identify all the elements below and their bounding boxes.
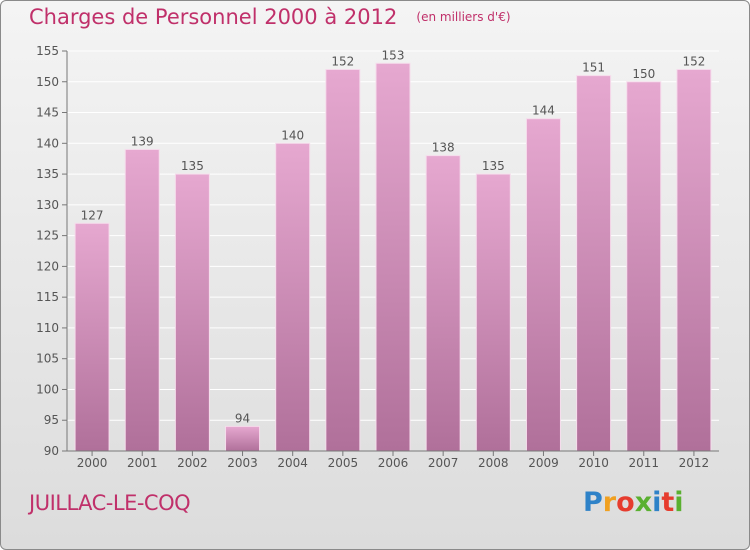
x-tick-label: 2011 xyxy=(628,456,659,470)
bar xyxy=(124,148,160,452)
data-label: 151 xyxy=(582,61,605,75)
data-label: 153 xyxy=(382,48,405,62)
y-tick-label: 105 xyxy=(36,352,59,366)
y-tick-label: 95 xyxy=(44,413,59,427)
y-tick-label: 100 xyxy=(36,382,59,396)
x-tick-label: 2012 xyxy=(679,456,710,470)
axes: 90 95 100 105 110 115 120 125 130 135 140 145 150 155… xyxy=(36,44,719,470)
x-tick-label: 2010 xyxy=(578,456,609,470)
proxiti-logo[interactable]: Proxiti xyxy=(583,487,684,518)
y-tick-label: 135 xyxy=(36,167,59,181)
bars xyxy=(74,62,712,452)
chart-subtitle: (en milliers d'€) xyxy=(416,10,511,24)
data-label: 150 xyxy=(632,67,655,81)
bar xyxy=(425,155,461,452)
data-label: 152 xyxy=(331,54,354,68)
x-tick-label: 2003 xyxy=(227,456,258,470)
data-label: 144 xyxy=(532,104,555,118)
bar xyxy=(174,173,210,452)
bar xyxy=(576,75,612,452)
x-tick-label: 2002 xyxy=(177,456,208,470)
data-labels: 127 139 135 94 140 152 153 138 135 144 151 150 152 xyxy=(81,48,706,425)
title-row: Charges de Personnel 2000 à 2012 (en mil… xyxy=(29,5,511,29)
bar xyxy=(475,173,511,452)
data-label: 139 xyxy=(131,134,154,148)
bar xyxy=(676,68,712,452)
x-tick-label: 2007 xyxy=(428,456,459,470)
y-tick-label: 140 xyxy=(36,136,59,150)
data-label: 135 xyxy=(181,159,204,173)
y-tick-label: 125 xyxy=(36,229,59,243)
bar xyxy=(375,62,411,452)
data-label: 140 xyxy=(281,128,304,142)
x-tick-label: 2009 xyxy=(528,456,559,470)
x-tick-label: 2004 xyxy=(277,456,308,470)
x-tick-label: 2001 xyxy=(127,456,158,470)
data-label: 152 xyxy=(682,54,705,68)
y-tick-label: 110 xyxy=(36,321,59,335)
y-tick-label: 130 xyxy=(36,198,59,212)
bar xyxy=(225,425,261,452)
bar xyxy=(275,142,311,452)
data-label: 135 xyxy=(482,159,505,173)
y-tick-label: 150 xyxy=(36,75,59,89)
data-label: 127 xyxy=(81,208,104,222)
y-tick-label: 120 xyxy=(36,259,59,273)
data-label: 94 xyxy=(235,411,250,425)
x-tick-label: 2005 xyxy=(328,456,359,470)
bar xyxy=(74,222,110,452)
y-tick-label: 90 xyxy=(44,444,59,458)
y-tick-label: 155 xyxy=(36,44,59,58)
y-tick-label: 115 xyxy=(36,290,59,304)
x-tick-label: 2008 xyxy=(478,456,509,470)
commune-name: JUILLAC-LE-COQ xyxy=(29,491,191,515)
x-tick-label: 2000 xyxy=(77,456,108,470)
x-tick-label: 2006 xyxy=(378,456,409,470)
chart-title: Charges de Personnel 2000 à 2012 xyxy=(29,5,398,29)
data-label: 138 xyxy=(432,141,455,155)
bar xyxy=(626,81,662,452)
bar xyxy=(325,68,361,452)
y-tick-label: 145 xyxy=(36,106,59,120)
bar xyxy=(525,118,561,452)
